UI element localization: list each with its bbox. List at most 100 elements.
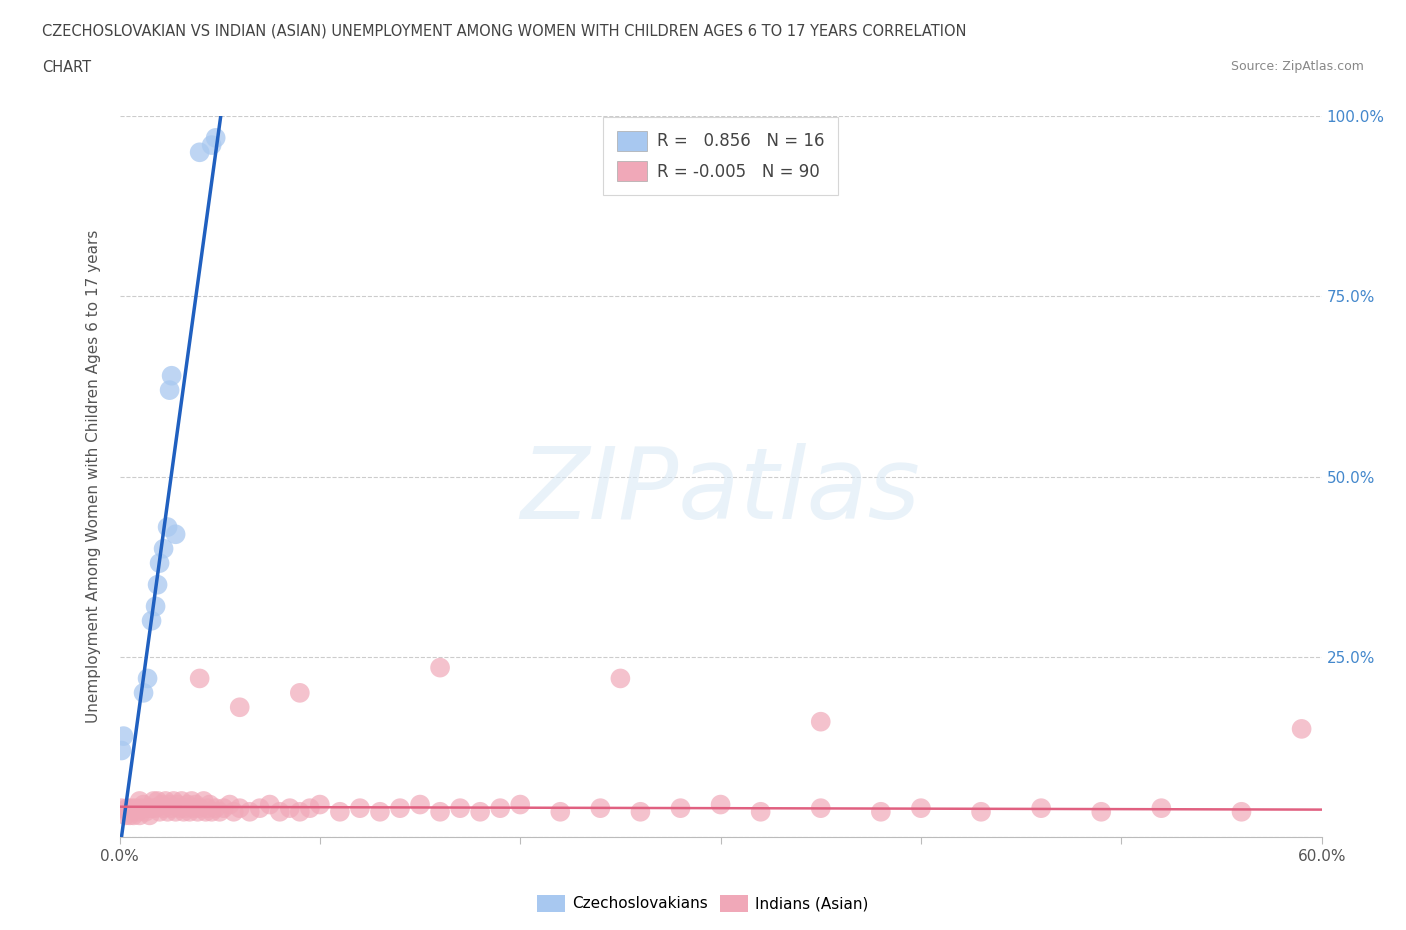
Point bbox=[156, 520, 179, 535]
Point bbox=[810, 801, 832, 816]
Point bbox=[309, 797, 332, 812]
Point bbox=[269, 804, 291, 819]
Point bbox=[489, 801, 512, 816]
Legend: Czechoslovakians, Indians (Asian): Czechoslovakians, Indians (Asian) bbox=[531, 889, 875, 918]
Point bbox=[165, 527, 187, 542]
Y-axis label: Unemployment Among Women with Children Ages 6 to 17 years: Unemployment Among Women with Children A… bbox=[86, 230, 101, 724]
Point bbox=[124, 801, 146, 816]
Point bbox=[709, 797, 731, 812]
Point bbox=[174, 801, 197, 816]
Point bbox=[368, 804, 391, 819]
Point bbox=[141, 614, 163, 629]
Point bbox=[117, 801, 139, 816]
Point bbox=[145, 801, 167, 816]
Point bbox=[162, 793, 184, 808]
Point bbox=[288, 804, 311, 819]
Point bbox=[198, 797, 221, 812]
Point bbox=[184, 797, 207, 812]
Point bbox=[468, 804, 492, 819]
Point bbox=[349, 801, 371, 816]
Point bbox=[152, 541, 174, 556]
Point bbox=[298, 801, 321, 816]
Point bbox=[176, 797, 198, 812]
Point bbox=[222, 804, 245, 819]
Point bbox=[188, 801, 211, 816]
Point bbox=[449, 801, 471, 816]
Point bbox=[128, 793, 150, 808]
Point bbox=[135, 804, 157, 819]
Point bbox=[166, 797, 188, 812]
Point bbox=[165, 804, 187, 819]
Text: ZIPatlas: ZIPatlas bbox=[520, 443, 921, 539]
Text: CHART: CHART bbox=[42, 60, 91, 75]
Legend: R =   0.856   N = 16, R = -0.005   N = 90: R = 0.856 N = 16, R = -0.005 N = 90 bbox=[603, 117, 838, 194]
Point bbox=[110, 743, 132, 758]
Point bbox=[131, 801, 153, 816]
Text: Source: ZipAtlas.com: Source: ZipAtlas.com bbox=[1230, 60, 1364, 73]
Point bbox=[193, 793, 215, 808]
Point bbox=[239, 804, 262, 819]
Point bbox=[429, 660, 451, 675]
Point bbox=[136, 801, 159, 816]
Point bbox=[550, 804, 572, 819]
Point bbox=[204, 801, 226, 816]
Point bbox=[145, 599, 167, 614]
Point bbox=[288, 685, 311, 700]
Point bbox=[146, 793, 169, 808]
Point bbox=[127, 804, 149, 819]
Point bbox=[183, 801, 205, 816]
Point bbox=[121, 801, 143, 816]
Point bbox=[188, 671, 211, 686]
Point bbox=[149, 556, 172, 571]
Point bbox=[249, 801, 271, 816]
Point bbox=[188, 145, 211, 160]
Point bbox=[429, 804, 451, 819]
Point bbox=[138, 808, 160, 823]
Point bbox=[136, 671, 159, 686]
Point bbox=[1090, 804, 1112, 819]
Point bbox=[204, 130, 226, 145]
Point bbox=[388, 801, 412, 816]
Point bbox=[170, 793, 193, 808]
Point bbox=[201, 804, 224, 819]
Point bbox=[142, 793, 165, 808]
Point bbox=[112, 729, 135, 744]
Point bbox=[128, 808, 150, 823]
Point bbox=[150, 797, 173, 812]
Point bbox=[228, 801, 252, 816]
Point bbox=[409, 797, 432, 812]
Point bbox=[118, 808, 141, 823]
Point bbox=[810, 714, 832, 729]
Point bbox=[173, 804, 195, 819]
Point bbox=[146, 578, 169, 592]
Point bbox=[970, 804, 993, 819]
Point bbox=[218, 797, 240, 812]
Point bbox=[669, 801, 692, 816]
Point bbox=[609, 671, 631, 686]
Point bbox=[169, 801, 191, 816]
Point bbox=[179, 804, 201, 819]
Point bbox=[159, 383, 181, 398]
Point bbox=[122, 808, 145, 823]
Point bbox=[152, 801, 174, 816]
Point bbox=[259, 797, 281, 812]
Point bbox=[155, 793, 177, 808]
Point bbox=[141, 801, 163, 816]
Point bbox=[197, 801, 219, 816]
Point bbox=[160, 801, 183, 816]
Point bbox=[132, 685, 155, 700]
Point bbox=[149, 804, 172, 819]
Point bbox=[749, 804, 772, 819]
Point bbox=[869, 804, 893, 819]
Point bbox=[156, 804, 179, 819]
Point bbox=[329, 804, 352, 819]
Point bbox=[228, 700, 252, 715]
Point bbox=[630, 804, 652, 819]
Point bbox=[589, 801, 612, 816]
Point bbox=[194, 804, 217, 819]
Point bbox=[160, 368, 183, 383]
Point bbox=[180, 793, 202, 808]
Point bbox=[1230, 804, 1253, 819]
Point bbox=[201, 138, 224, 153]
Point bbox=[159, 797, 181, 812]
